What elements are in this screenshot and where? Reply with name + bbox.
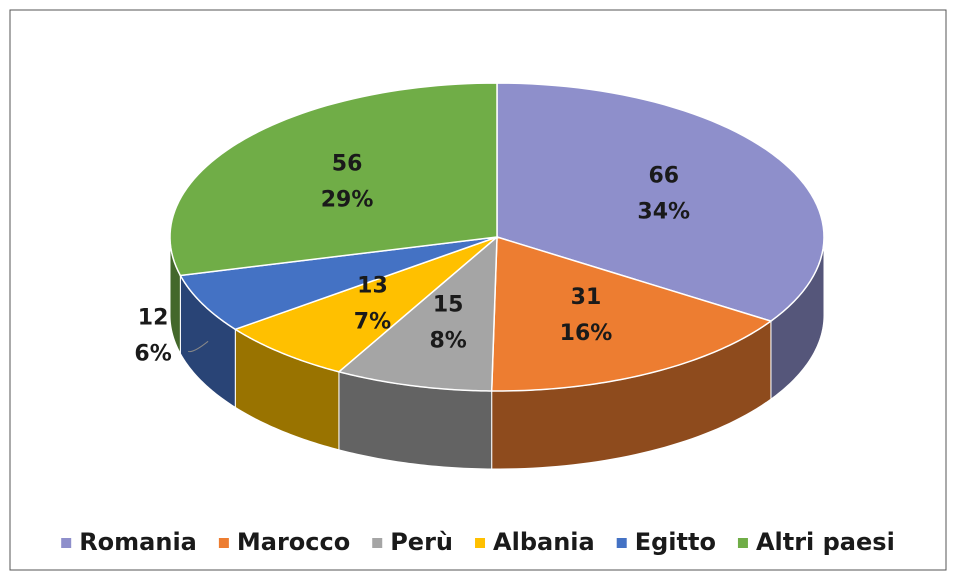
legend-marker bbox=[475, 538, 486, 548]
percent-label: 8% bbox=[429, 328, 466, 353]
percent-label: 29% bbox=[321, 187, 374, 212]
data-label: 12 bbox=[138, 305, 169, 330]
slice bbox=[179, 236, 498, 331]
percent-label: 16% bbox=[560, 321, 613, 346]
percent-label: 7% bbox=[354, 309, 391, 334]
slice bbox=[169, 82, 498, 277]
data-label: 15 bbox=[433, 292, 464, 317]
slice bbox=[490, 235, 773, 392]
legend-label: Albania bbox=[493, 528, 595, 556]
data-label: 13 bbox=[357, 273, 388, 298]
legend-marker bbox=[737, 538, 748, 548]
data-label: 31 bbox=[571, 285, 602, 310]
legend-marker bbox=[616, 538, 627, 548]
slice bbox=[337, 235, 498, 392]
percent-label: 34% bbox=[637, 199, 690, 224]
data-label: 66 bbox=[648, 163, 679, 188]
legend-label: Altri paesi bbox=[756, 528, 895, 556]
legend-label: Perù bbox=[390, 528, 453, 556]
legend-label: Romania bbox=[79, 528, 197, 556]
legend-marker bbox=[372, 538, 383, 548]
legend-marker bbox=[218, 538, 229, 548]
legend-label: Egitto bbox=[635, 528, 716, 556]
percent-label: 6% bbox=[134, 341, 171, 366]
legend-marker bbox=[61, 538, 72, 548]
leader-line bbox=[187, 340, 209, 353]
legend-label: Marocco bbox=[237, 528, 350, 556]
data-label: 56 bbox=[332, 151, 363, 176]
slice bbox=[233, 236, 498, 373]
